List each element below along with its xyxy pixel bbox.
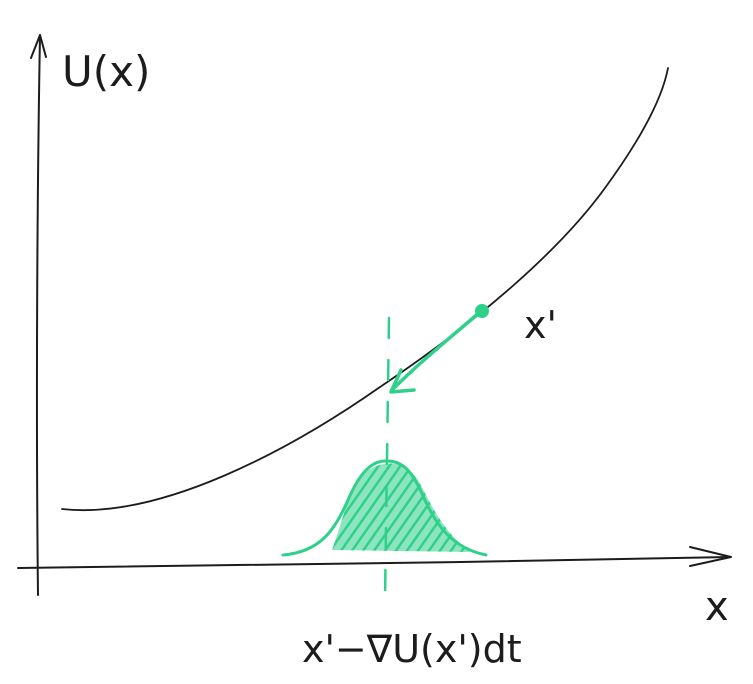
current-point-marker	[475, 304, 489, 318]
gradient-step-arrow	[390, 310, 482, 392]
y-axis-label: U(x)	[62, 47, 150, 96]
update-position-dashed-line	[383, 316, 391, 602]
potential-curve	[61, 67, 669, 511]
gaussian-outline	[281, 459, 488, 557]
x-axis-label: x	[705, 584, 729, 630]
gradient-step-arrowhead	[389, 368, 416, 394]
update-label: x'−∇U(x')dt	[302, 627, 522, 671]
y-axis-arrowhead	[30, 34, 47, 59]
point-label: x'	[524, 303, 557, 347]
x-axis-arrowhead	[689, 546, 732, 567]
gaussian-fill	[332, 463, 470, 552]
y-axis	[35, 34, 41, 596]
x-axis	[17, 556, 731, 569]
